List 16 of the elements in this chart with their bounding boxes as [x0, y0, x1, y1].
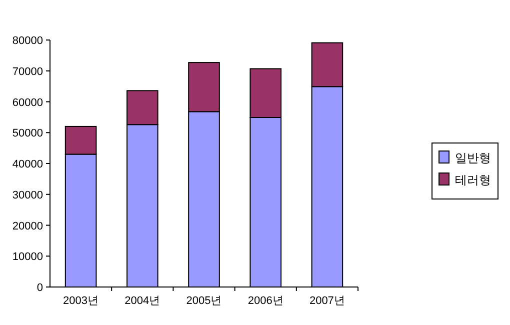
x-tick-label: 2003년 — [63, 295, 99, 307]
y-tick-label: 0 — [36, 282, 43, 294]
x-tick-label: 2004년 — [124, 295, 160, 307]
y-tick-label: 50000 — [12, 128, 43, 140]
y-tick-label: 20000 — [12, 220, 43, 232]
y-tick-label: 10000 — [12, 251, 43, 264]
y-tick-label: 60000 — [12, 96, 43, 109]
y-tick-label: 40000 — [12, 158, 43, 170]
y-tick-label: 70000 — [12, 66, 43, 78]
x-tick-label: 2005년 — [186, 295, 222, 307]
x-tick-label: 2007년 — [309, 295, 345, 307]
x-tick-label: 2006년 — [248, 295, 284, 307]
legend-label: 테러형 — [455, 173, 491, 187]
y-tick-label: 80000 — [12, 35, 43, 47]
legend-label: 일반형 — [455, 151, 491, 165]
y-tick-label: 30000 — [12, 189, 43, 202]
